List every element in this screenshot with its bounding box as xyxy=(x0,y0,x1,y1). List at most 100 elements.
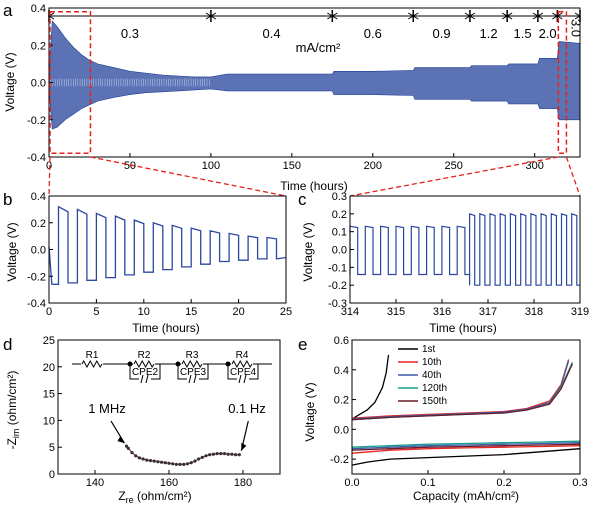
panel-d-data-point xyxy=(189,461,193,465)
panel-d-data-point xyxy=(193,459,197,463)
panel-a-zoom-box xyxy=(49,10,92,155)
panel-d-data-point xyxy=(163,461,167,465)
circuit-resistor-label: R2 xyxy=(138,350,151,361)
panel-e-axes-frame xyxy=(351,339,581,475)
panel-d-data-point xyxy=(145,458,149,462)
panel-a-ytick-label: 0.2 xyxy=(31,40,46,52)
panel-a-xtick-label: 0 xyxy=(46,160,52,172)
panel-d-equivalent-circuit: R1 R2 R3 R4 CPE2 CPE3 CPE4 xyxy=(72,350,272,384)
panel-label-c: c xyxy=(298,190,307,209)
circuit-mask xyxy=(187,375,199,383)
panel-d-data-point xyxy=(152,459,156,463)
panel-c-ytick-label: -0.3 xyxy=(328,298,347,310)
panel-label-b: b xyxy=(3,190,12,209)
panel-d-data-point xyxy=(167,461,171,465)
panel-c-ylabel: Voltage (V) xyxy=(301,222,315,281)
panel-c-ytick-label: 0.3 xyxy=(332,191,347,203)
panel-e-xtick-label: 0.2 xyxy=(496,477,511,489)
panel-e-charge-curve-40th xyxy=(351,360,570,420)
panel-e-xtick-label: 0.0 xyxy=(344,477,359,489)
circuit-mask xyxy=(237,375,249,383)
panel-a-ytick-label: 0.4 xyxy=(31,3,46,15)
panel-d-annotation-1mhz: 1 MHz xyxy=(88,401,126,416)
panel-e-legend-label: 40th xyxy=(422,370,441,381)
panel-c-voltage-line xyxy=(349,212,580,286)
panel-d-data-point xyxy=(219,452,223,456)
panel-d-ytick-label: 15 xyxy=(43,389,55,401)
panel-e-discharge-curve-120th xyxy=(351,440,581,448)
panel-c-xtick-label: 318 xyxy=(525,306,543,318)
panel-d-data-point xyxy=(178,462,182,466)
panel-c-xtick-label: 315 xyxy=(387,306,405,318)
panel-d-data-point xyxy=(208,453,212,457)
panel-a-segment-label: 0.4 xyxy=(263,26,281,41)
panel-a-chart: a Voltage (V) Time (hours) mA/cm² xyxy=(3,1,348,193)
panel-b-axes-frame xyxy=(48,195,287,304)
panel-a-segment-arrow xyxy=(536,12,544,20)
panel-a-segment-label: 1.2 xyxy=(479,26,497,41)
panel-c-ytick-label: -0.2 xyxy=(328,280,347,292)
panel-d-data-point xyxy=(148,459,153,463)
panel-a-xtick-label: 50 xyxy=(124,160,136,172)
circuit-cpe-plate xyxy=(188,374,192,384)
panel-d-data-point xyxy=(134,454,138,458)
panel-d-xlabel-sub: re xyxy=(126,495,134,505)
circuit-cpe-label: CPE2 xyxy=(132,367,159,378)
panel-d-data-point xyxy=(197,457,201,461)
panel-e-discharge-curve-150th xyxy=(351,443,581,451)
circuit-resistor-label: R1 xyxy=(86,350,99,361)
panel-d-arrowhead xyxy=(117,436,125,444)
panel-d-ylabel-unit: (ohm/cm²) xyxy=(5,371,19,429)
panel-a-ytick-label: -0.4 xyxy=(27,152,46,164)
panel-c-ytick-label: -0.1 xyxy=(328,262,347,274)
panel-b-ytick-label: 0.4 xyxy=(31,191,46,203)
circuit-cpe-plate xyxy=(243,374,247,384)
panel-a-ylabel: Voltage (V) xyxy=(3,52,17,111)
panel-a-segment-label: 0.6 xyxy=(364,26,382,41)
panel-d-data-point xyxy=(171,462,175,466)
panel-d-data-point xyxy=(222,452,227,456)
panel-a-segment-arrow xyxy=(331,12,338,20)
panel-a-segment-arrow xyxy=(468,12,476,20)
circuit-cpe-plate xyxy=(238,374,242,384)
panel-d-data-point xyxy=(174,462,178,466)
panel-e-xlabel: Capacity (mAh/cm²) xyxy=(413,489,519,503)
circuit-cpe-label: CPE4 xyxy=(230,367,257,378)
panel-e-charge-curve-10th xyxy=(351,359,570,419)
panel-a-xlabel: Time (hours) xyxy=(280,179,348,193)
panel-b-ytick-label: -0.2 xyxy=(27,271,46,283)
panel-a-segment-arrow xyxy=(412,12,419,20)
panel-label-e: e xyxy=(298,335,307,354)
panel-c-xlabel: Time (hours) xyxy=(429,321,497,335)
panel-d-data-point xyxy=(185,462,190,466)
panel-e-ytick-label: 0.2 xyxy=(334,395,349,407)
zoom-connector xyxy=(565,156,581,197)
panel-d-ylabel: -Zim (ohm/cm²) xyxy=(5,371,21,450)
panel-a-xtick-label: 200 xyxy=(364,160,382,172)
panel-d-data-point xyxy=(215,452,219,456)
panel-d-fit-line xyxy=(126,445,240,465)
panel-b-xtick-label: 5 xyxy=(93,306,99,318)
circuit-resistor-label: R3 xyxy=(186,350,199,361)
panel-d-ytick-label: 10 xyxy=(43,415,55,427)
panel-a-zoom-box xyxy=(557,10,568,155)
panel-c-xtick-label: 319 xyxy=(571,306,589,318)
panel-b-ytick-label: 0.0 xyxy=(31,245,46,257)
panel-d-data-point xyxy=(141,457,145,461)
panel-e-charge-curve-120th xyxy=(351,362,573,421)
panel-e-chart: e Voltage (V) Capacity (mAh/cm²) xyxy=(298,335,519,503)
panel-b-voltage-line xyxy=(48,205,287,285)
panel-a-segment-label: 3.0 xyxy=(569,19,584,37)
panel-a-unit-label: mA/cm² xyxy=(296,40,341,55)
panel-d-data-point xyxy=(200,455,204,459)
panel-d-data-point xyxy=(204,454,208,458)
panel-d-ytick-label: 20 xyxy=(43,362,55,374)
panel-d-chart: d Zre (ohm/cm²) -Zim (ohm/cm²) xyxy=(3,335,192,505)
panel-d-data-point xyxy=(124,444,129,448)
panel-e-ytick-label: 0.4 xyxy=(334,365,349,377)
panel-c-xtick-label: 314 xyxy=(341,306,359,318)
panel-e-ytick-label: -0.2 xyxy=(330,454,349,466)
panel-d-data-point xyxy=(230,452,234,456)
panel-a-segment-arrow xyxy=(556,12,563,20)
